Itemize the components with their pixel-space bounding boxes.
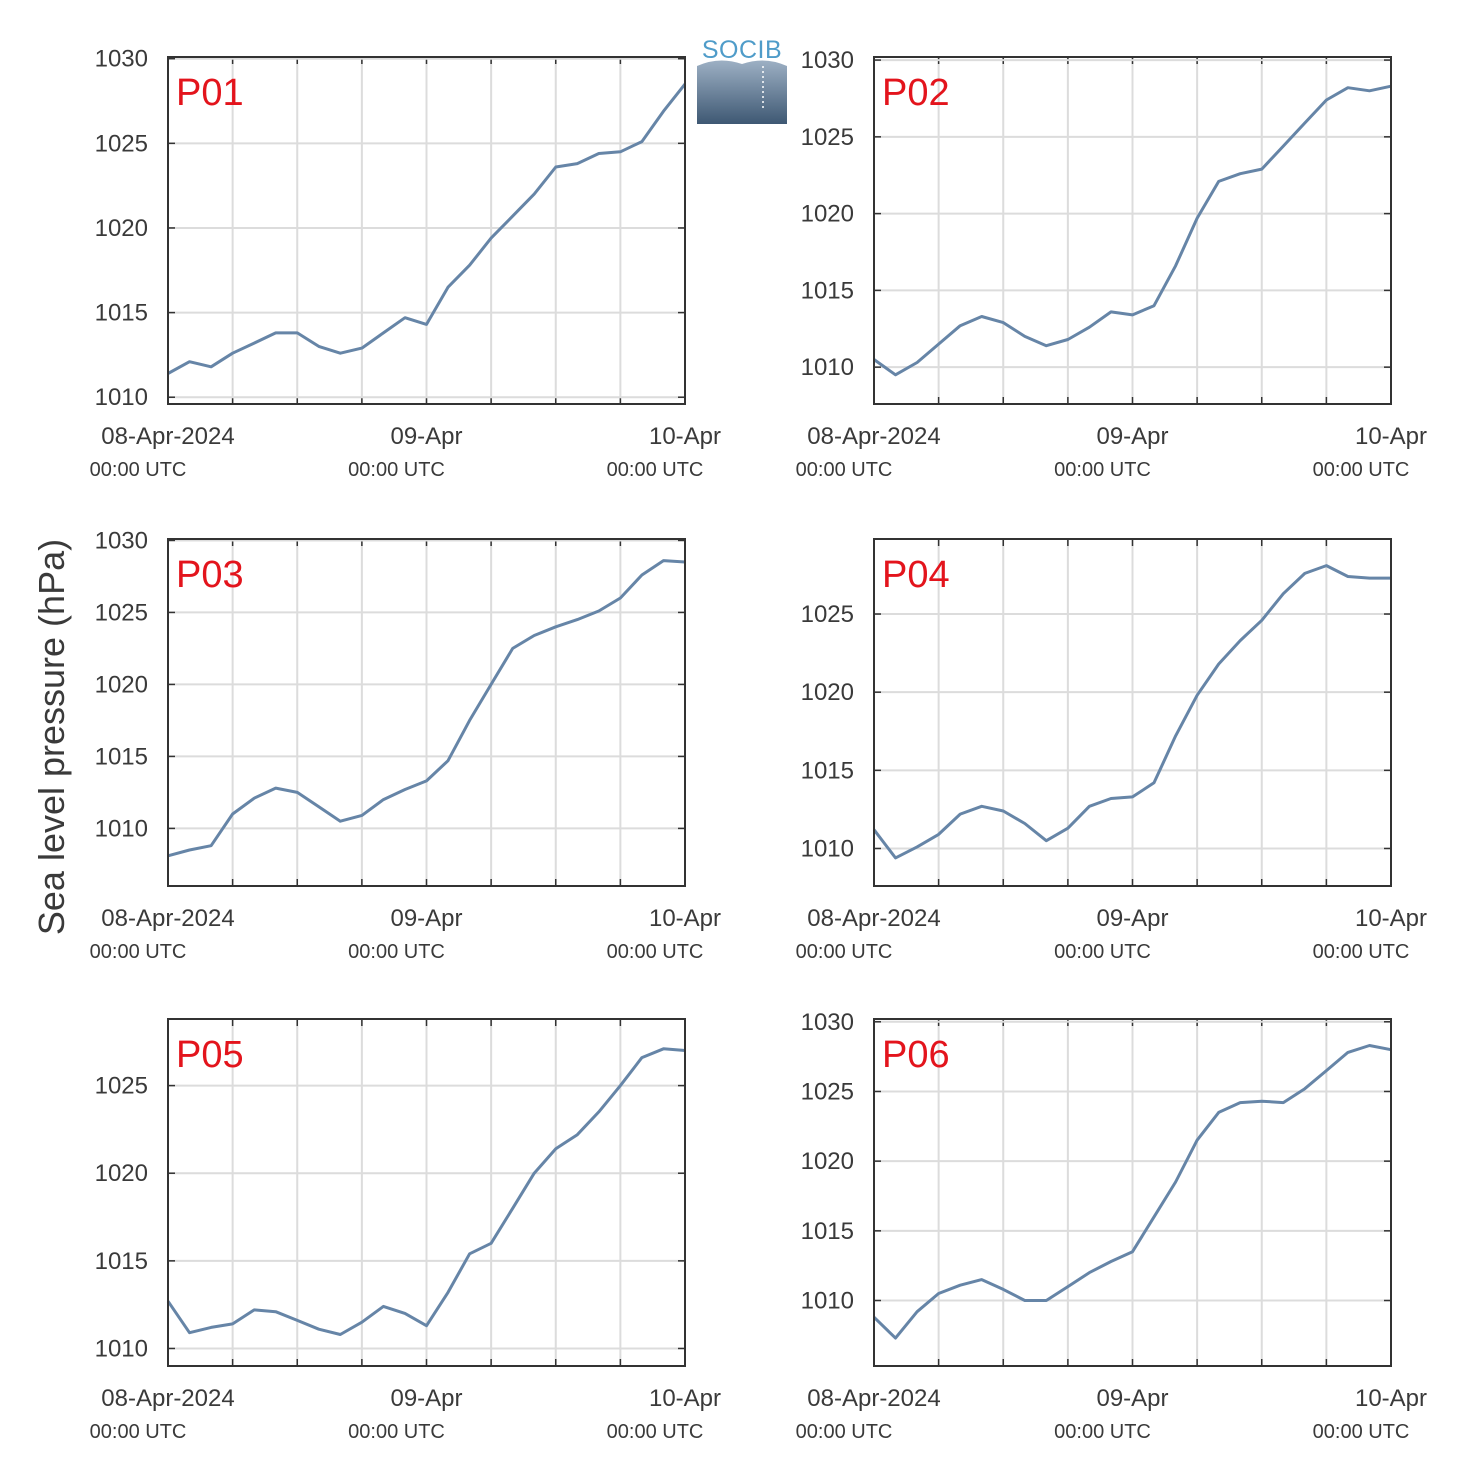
y-tick-label: 1030 — [95, 527, 148, 554]
x-tick-sublabel: 00:00 UTC — [90, 1421, 187, 1443]
x-tick-sublabel: 00:00 UTC — [1054, 941, 1151, 963]
y-tick-label: 1015 — [801, 277, 854, 304]
x-tick-sublabel: 00:00 UTC — [796, 1421, 893, 1443]
y-tick-label: 1015 — [801, 1218, 854, 1245]
plot-frame — [167, 538, 686, 887]
panel-p04: 1010 1015 1020 1025 P04 08-Apr-2024 00:00 UTC 0… — [796, 538, 1427, 963]
logo-text: SOCIB — [701, 36, 783, 64]
y-tick-label: 1015 — [801, 757, 854, 784]
x-tick-label: 08-Apr-2024 — [101, 905, 234, 932]
y-tick-label: 1015 — [95, 1248, 148, 1275]
x-tick-label: 09-Apr — [1096, 423, 1168, 450]
x-tick-label: 08-Apr-2024 — [101, 423, 234, 450]
panel-label: P02 — [882, 72, 950, 114]
y-tick-label: 1030 — [95, 46, 148, 73]
x-tick-sublabel: 00:00 UTC — [1054, 459, 1151, 481]
x-tick-sublabel: 00:00 UTC — [1313, 941, 1410, 963]
socib-logo-graphic — [697, 60, 787, 124]
y-tick-label: 1025 — [95, 130, 148, 157]
x-tick-label: 08-Apr-2024 — [807, 423, 940, 450]
panel-p02: 1010 1015 1020 1025 1030 P02 08-Apr-2024 00:00 … — [796, 47, 1427, 481]
panel-label: P01 — [176, 72, 244, 114]
panel-p05: 1010 1015 1020 1025 P05 08-Apr-2024 00:00 UTC 0… — [90, 1018, 721, 1443]
plot-frame — [167, 1018, 686, 1367]
panel-label: P04 — [882, 554, 950, 596]
x-tick-label: 10-Apr — [649, 423, 721, 450]
series-line — [166, 1047, 686, 1336]
series-line — [167, 559, 686, 858]
y-tick-label: 1010 — [801, 835, 854, 862]
y-tick-label: 1010 — [95, 815, 148, 842]
y-tick-label: 1010 — [95, 384, 148, 411]
x-tick-sublabel: 00:00 UTC — [1054, 1421, 1151, 1443]
x-tick-sublabel: 00:00 UTC — [796, 941, 893, 963]
y-axis-label: Sea level pressure (hPa) — [31, 538, 72, 936]
y-tick-label: 1015 — [95, 300, 148, 327]
x-tick-sublabel: 00:00 UTC — [348, 941, 445, 963]
x-tick-label: 10-Apr — [1355, 905, 1427, 932]
x-tick-label: 09-Apr — [390, 423, 462, 450]
x-tick-label: 08-Apr-2024 — [101, 1385, 234, 1412]
x-tick-label: 09-Apr — [1096, 905, 1168, 932]
y-tick-label: 1025 — [95, 599, 148, 626]
y-tick-label: 1030 — [801, 1009, 854, 1036]
x-tick-label: 08-Apr-2024 — [807, 905, 940, 932]
x-tick-label: 09-Apr — [390, 905, 462, 932]
x-tick-label: 09-Apr — [1096, 1385, 1168, 1412]
y-tick-label: 1010 — [801, 1288, 854, 1315]
y-tick-label: 1025 — [801, 1078, 854, 1105]
x-tick-label: 10-Apr — [1355, 1385, 1427, 1412]
socib-logo: SOCIB — [697, 36, 787, 124]
x-tick-sublabel: 00:00 UTC — [607, 459, 704, 481]
x-tick-sublabel: 00:00 UTC — [796, 459, 893, 481]
y-tick-label: 1025 — [801, 601, 854, 628]
panel-p01: 1010 1015 1020 1025 1030 P01 08-Apr-2024 00:00 … — [90, 46, 721, 481]
x-tick-sublabel: 00:00 UTC — [348, 459, 445, 481]
y-tick-label: 1020 — [801, 1148, 854, 1175]
x-tick-sublabel: 00:00 UTC — [348, 1421, 445, 1443]
plot-frame — [873, 1018, 1392, 1367]
series-line — [167, 83, 687, 375]
series-line — [872, 564, 1391, 860]
y-tick-label: 1025 — [801, 124, 854, 151]
y-tick-label: 1020 — [801, 201, 854, 228]
y-tick-label: 1020 — [801, 679, 854, 706]
plot-frame — [873, 538, 1392, 887]
panel-label: P05 — [176, 1034, 244, 1076]
y-tick-label: 1020 — [95, 1160, 148, 1187]
x-tick-label: 08-Apr-2024 — [807, 1385, 940, 1412]
y-tick-label: 1010 — [95, 1335, 148, 1362]
x-tick-sublabel: 00:00 UTC — [607, 941, 704, 963]
y-tick-label: 1030 — [801, 47, 854, 74]
plot-frame — [167, 56, 686, 405]
x-tick-label: 10-Apr — [649, 905, 721, 932]
x-tick-sublabel: 00:00 UTC — [90, 941, 187, 963]
plot-frame — [873, 56, 1392, 405]
y-tick-label: 1010 — [801, 354, 854, 381]
x-tick-label: 10-Apr — [649, 1385, 721, 1412]
y-tick-label: 1020 — [95, 215, 148, 242]
panel-label: P06 — [882, 1034, 950, 1076]
x-tick-label: 10-Apr — [1355, 423, 1427, 450]
x-tick-label: 09-Apr — [390, 1385, 462, 1412]
x-tick-sublabel: 00:00 UTC — [1313, 459, 1410, 481]
panel-p06: 1010 1015 1020 1025 1030 P06 08-Apr-2024 00:00 … — [796, 1009, 1427, 1443]
x-tick-sublabel: 00:00 UTC — [90, 459, 187, 481]
series-line — [873, 84, 1392, 377]
panel-p03: 1010 1015 1020 1025 1030 P03 08-Apr-2024 00:00 … — [90, 527, 721, 963]
x-tick-sublabel: 00:00 UTC — [1313, 1421, 1410, 1443]
y-tick-label: 1025 — [95, 1073, 148, 1100]
y-tick-label: 1015 — [95, 743, 148, 770]
series-line — [872, 1044, 1392, 1340]
x-tick-sublabel: 00:00 UTC — [607, 1421, 704, 1443]
panel-label: P03 — [176, 554, 244, 596]
y-tick-label: 1020 — [95, 671, 148, 698]
